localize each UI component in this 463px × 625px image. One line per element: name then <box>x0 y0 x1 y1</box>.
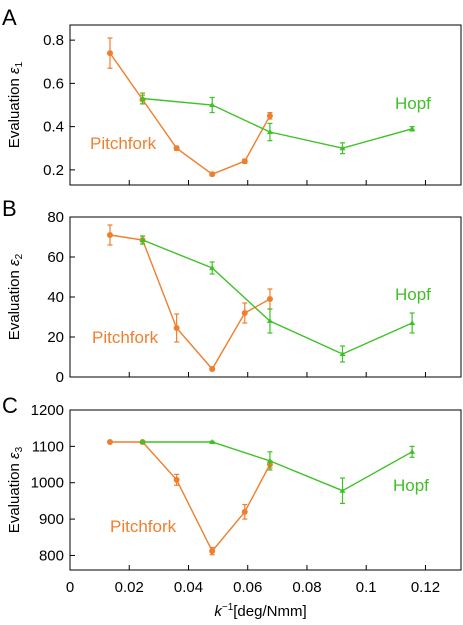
data-point-pitchfork <box>209 548 216 555</box>
data-point-hopf <box>209 439 216 444</box>
y-tick-label: 0 <box>56 369 64 386</box>
x-tick-label: 0 <box>66 579 74 596</box>
series-label-pitchfork-b: Pitchfork <box>92 328 159 347</box>
series-label-pitchfork-c: Pitchfork <box>110 517 177 536</box>
data-point-hopf <box>139 237 146 242</box>
data-point-pitchfork <box>241 508 248 515</box>
y-tick-label: 20 <box>47 329 64 346</box>
y-tick-label: 800 <box>39 547 64 564</box>
series-line-pitchfork <box>110 441 271 553</box>
y-axis-title-b: Evaluation ε2 <box>6 253 25 340</box>
y-tick-label: 60 <box>47 249 64 266</box>
y-axis-c: 800 900 1000 1100 1200 <box>31 402 426 570</box>
series-group-a <box>106 37 416 178</box>
data-point-hopf <box>139 439 146 444</box>
data-point-hopf <box>266 318 273 323</box>
series-label-hopf-b: Hopf <box>395 285 431 304</box>
series-line-pitchfork <box>109 52 271 175</box>
y-tick-label: 40 <box>47 289 64 306</box>
series-label-hopf-c: Hopf <box>393 476 429 495</box>
data-point-hopf <box>209 102 216 107</box>
y-tick-label: 900 <box>39 511 64 528</box>
data-point-pitchfork <box>266 112 273 119</box>
y-axis-b: 0 20 40 60 80 <box>47 209 426 386</box>
y-tick-label: 0.6 <box>43 75 64 92</box>
data-point-pitchfork <box>106 439 113 445</box>
data-point-hopf <box>339 145 346 151</box>
series-line-pitchfork <box>109 234 271 371</box>
data-point-hopf <box>409 125 416 131</box>
series-label-pitchfork-a: Pitchfork <box>90 134 157 153</box>
data-point-pitchfork <box>209 171 216 178</box>
series-group-c <box>106 439 416 556</box>
y-axis-a: 0.2 0.4 0.6 0.8 <box>43 32 426 185</box>
data-point-hopf <box>409 320 416 325</box>
series-line-hopf <box>142 441 413 492</box>
series-line-hopf <box>142 239 413 355</box>
y-tick-label: 1100 <box>32 438 64 455</box>
data-point-pitchfork <box>173 476 180 483</box>
data-point-hopf <box>409 448 416 454</box>
series-line-hopf <box>142 97 413 149</box>
y-tick-label: 1200 <box>31 402 64 419</box>
x-tick-label: 0.1 <box>356 579 377 596</box>
data-point-hopf <box>266 457 273 463</box>
x-axis: 0 0.02 0.04 0.06 0.08 0.1 0.12 <box>66 579 440 596</box>
plot-frame-c <box>69 409 462 571</box>
y-tick-label: 0.2 <box>43 162 64 179</box>
y-axis-title-c: Evaluation ε3 <box>6 446 25 533</box>
x-tick-label: 0.04 <box>174 579 203 596</box>
panel-letter-c: C <box>2 393 18 418</box>
data-point-pitchfork <box>173 325 180 331</box>
data-point-pitchfork <box>106 232 113 238</box>
series-group-b <box>106 224 416 372</box>
y-tick-label: 80 <box>47 209 64 226</box>
data-point-pitchfork <box>173 145 180 152</box>
x-tick-label: 0.12 <box>411 579 440 596</box>
data-point-pitchfork <box>209 366 216 372</box>
data-point-pitchfork <box>241 158 248 165</box>
data-point-hopf <box>139 95 146 101</box>
data-point-pitchfork <box>106 50 113 57</box>
series-label-hopf-a: Hopf <box>395 94 431 113</box>
x-tick-label: 0.02 <box>115 579 144 596</box>
y-tick-label: 0.8 <box>43 32 64 49</box>
y-tick-label: 1000 <box>31 475 64 492</box>
data-point-hopf <box>209 265 216 270</box>
panel-b: B 0 20 40 60 80 Evaluation ε2 Pitchfork Hopf <box>2 196 462 386</box>
data-point-pitchfork <box>241 310 248 316</box>
panel-c: C 800 900 1000 1100 1200 Evaluation ε3 Pitch… <box>2 393 462 571</box>
y-axis-title-a: Evaluation ε1 <box>6 61 25 148</box>
x-axis-title: k−1[deg/Nmm] <box>214 602 306 620</box>
data-point-hopf <box>339 351 346 356</box>
x-tick-label: 0.08 <box>292 579 321 596</box>
x-tick-label: 0.06 <box>233 579 262 596</box>
y-tick-label: 0.4 <box>43 119 64 136</box>
data-point-pitchfork <box>266 296 273 302</box>
panel-letter-a: A <box>2 5 17 30</box>
panel-a: A 0.2 0.4 0.6 0.8 Evaluation ε1 Pitchfork H… <box>2 5 462 186</box>
data-point-hopf <box>266 129 273 135</box>
plot-frame-a <box>69 24 462 186</box>
panel-letter-b: B <box>2 196 17 221</box>
data-point-hopf <box>339 487 346 493</box>
